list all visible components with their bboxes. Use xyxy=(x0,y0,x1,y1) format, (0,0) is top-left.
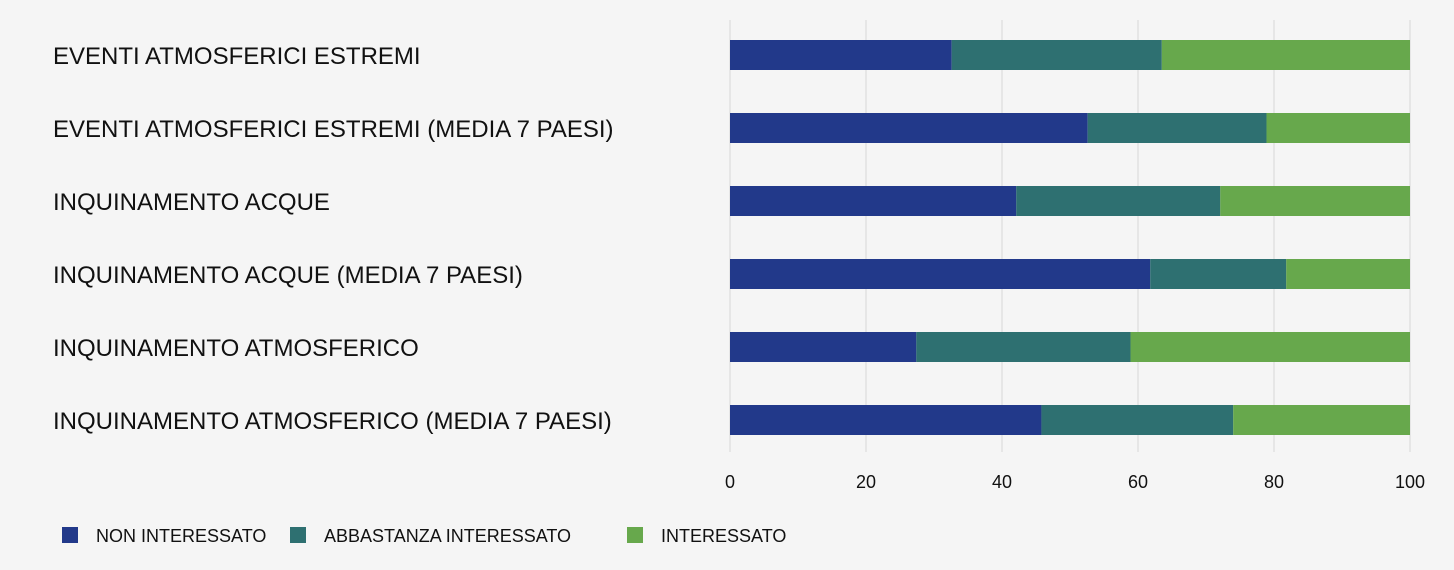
category-label: INQUINAMENTO ACQUE (MEDIA 7 PAESI) xyxy=(53,262,523,289)
legend-swatch xyxy=(627,527,643,543)
gridlines xyxy=(729,20,1411,452)
category-label: INQUINAMENTO ATMOSFERICO xyxy=(53,335,419,362)
bar-segment xyxy=(1233,405,1410,435)
x-tick-label: 80 xyxy=(1264,472,1284,492)
category-label: INQUINAMENTO ATMOSFERICO (MEDIA 7 PAESI) xyxy=(53,408,612,435)
category-label: EVENTI ATMOSFERICI ESTREMI xyxy=(53,43,421,70)
bar-segment xyxy=(730,332,917,362)
bar-segment xyxy=(730,40,952,70)
bar-segment xyxy=(730,113,1088,143)
bar-segment xyxy=(1266,113,1410,143)
category-label: EVENTI ATMOSFERICI ESTREMI (MEDIA 7 PAES… xyxy=(53,116,614,143)
bars xyxy=(730,40,1410,435)
x-tick-label: 40 xyxy=(992,472,1012,492)
x-tick-label: 100 xyxy=(1395,472,1425,492)
x-axis-tick-labels: 0 20 40 60 80 100 xyxy=(725,472,1425,492)
legend-swatch xyxy=(62,527,78,543)
legend: NON INTERESSATO ABBASTANZA INTERESSATO INT… xyxy=(62,526,786,546)
category-label: INQUINAMENTO ACQUE xyxy=(53,189,330,216)
bar-segment xyxy=(1220,186,1410,216)
bar-segment xyxy=(1161,40,1410,70)
bar-segment xyxy=(1150,259,1287,289)
bar-segment xyxy=(1087,113,1267,143)
legend-swatch xyxy=(290,527,306,543)
x-tick-label: 60 xyxy=(1128,472,1148,492)
bar-segment xyxy=(1041,405,1234,435)
legend-label: ABBASTANZA INTERESSATO xyxy=(324,526,571,546)
bar-segment xyxy=(1130,332,1410,362)
legend-label: NON INTERESSATO xyxy=(96,526,266,546)
bar-segment xyxy=(1286,259,1410,289)
bar-segment xyxy=(730,186,1017,216)
x-tick-label: 20 xyxy=(856,472,876,492)
x-tick-label: 0 xyxy=(725,472,735,492)
legend-label: INTERESSATO xyxy=(661,526,786,546)
category-labels: EVENTI ATMOSFERICI ESTREMI EVENTI ATMOSFE… xyxy=(53,43,614,435)
bar-segment xyxy=(1016,186,1221,216)
bar-segment xyxy=(730,405,1042,435)
bar-segment xyxy=(916,332,1131,362)
bar-segment xyxy=(730,259,1151,289)
bar-segment xyxy=(951,40,1162,70)
